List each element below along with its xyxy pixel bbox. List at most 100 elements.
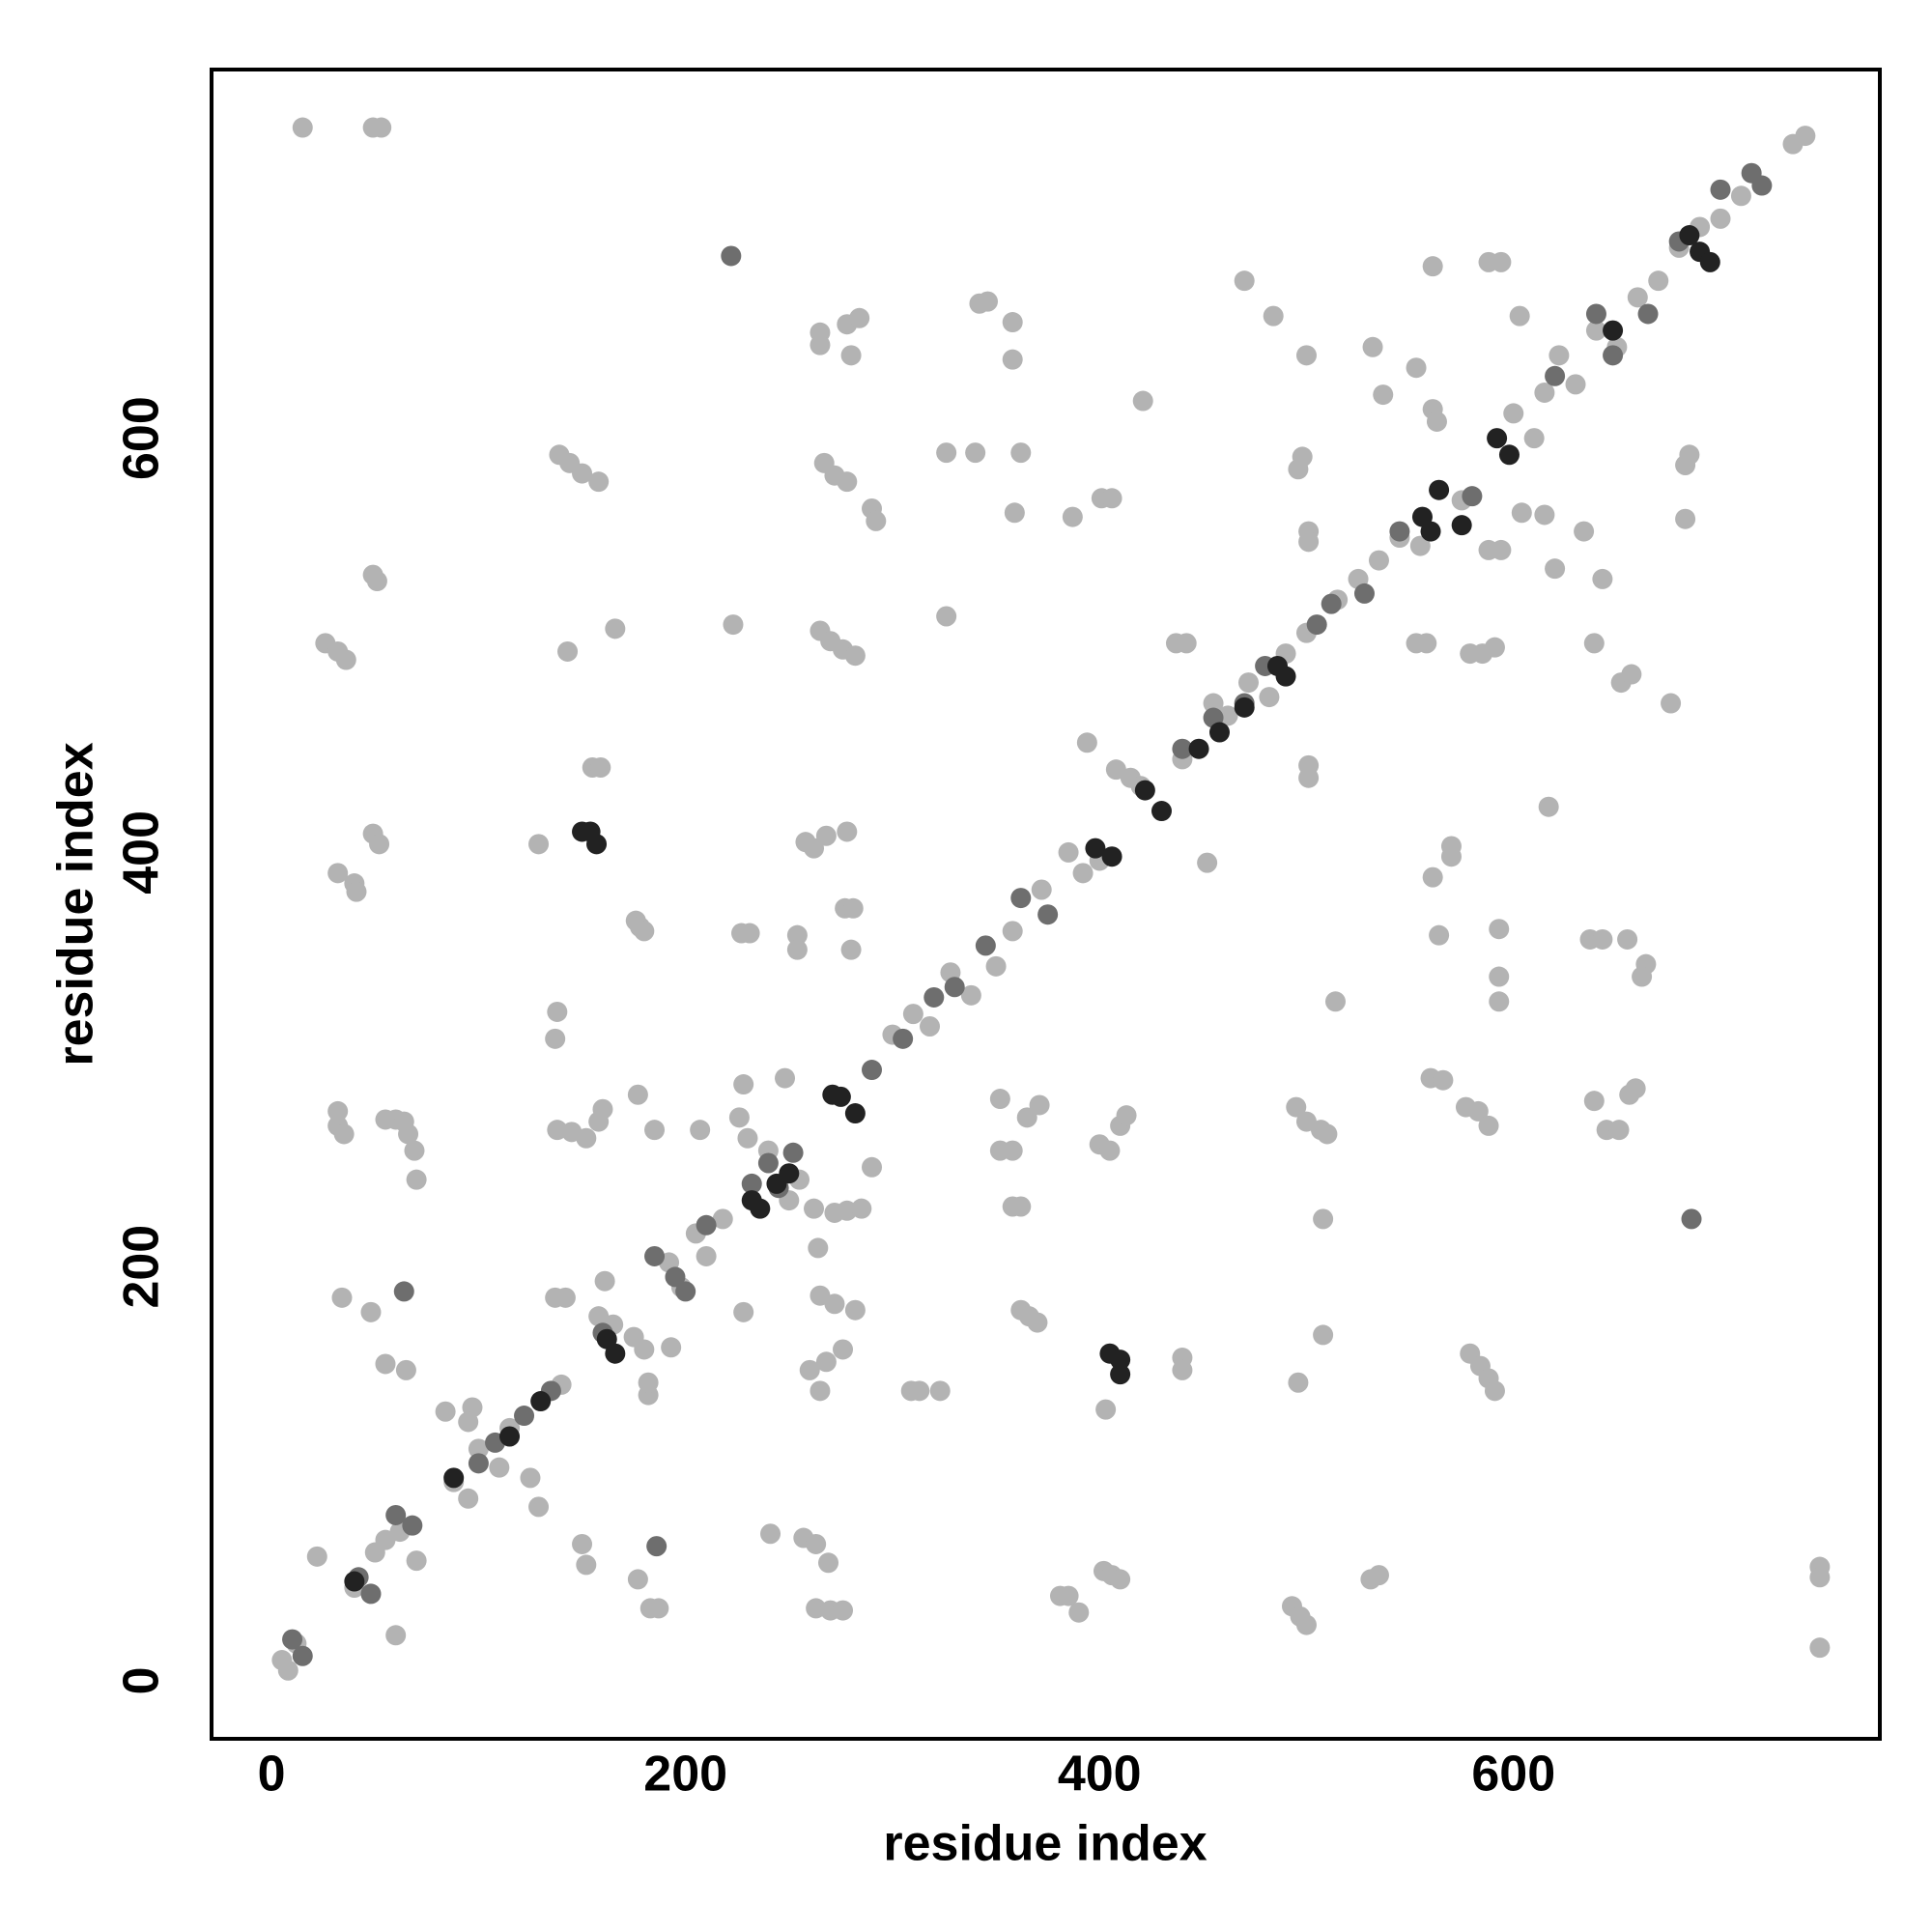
point	[690, 1120, 711, 1141]
point	[1085, 838, 1106, 859]
point	[586, 834, 608, 855]
point	[547, 1001, 568, 1022]
point	[1503, 403, 1524, 424]
point	[804, 838, 825, 859]
point	[840, 939, 862, 960]
x-tick-label: 400	[1058, 1747, 1142, 1803]
point	[458, 1411, 479, 1433]
point	[1592, 928, 1613, 950]
point	[576, 1127, 597, 1149]
x-axis-label: residue index	[883, 1816, 1207, 1872]
point	[402, 1515, 423, 1536]
point	[1002, 1140, 1023, 1161]
point	[844, 1299, 866, 1321]
point	[1585, 320, 1606, 341]
point	[1462, 486, 1483, 507]
point	[468, 1438, 489, 1460]
y-tick-label: 200	[114, 1225, 170, 1309]
point	[1110, 1364, 1131, 1385]
point	[1002, 349, 1023, 370]
point	[923, 986, 945, 1008]
point	[406, 1169, 427, 1190]
point	[1675, 454, 1696, 475]
point	[936, 442, 957, 464]
point	[1574, 521, 1595, 542]
point	[634, 921, 655, 942]
point	[1151, 801, 1172, 822]
point	[830, 1086, 851, 1107]
point	[499, 1426, 521, 1447]
point	[385, 1625, 407, 1646]
point	[1313, 1324, 1334, 1346]
point	[435, 1401, 456, 1422]
point	[824, 1293, 845, 1315]
point	[528, 1496, 550, 1518]
y-tick-label: 600	[114, 396, 170, 480]
point	[385, 1504, 407, 1525]
point	[1637, 303, 1659, 325]
point	[1406, 357, 1427, 379]
point	[1368, 550, 1389, 571]
point	[572, 463, 593, 484]
point	[489, 1457, 510, 1478]
point	[1298, 767, 1320, 788]
point	[808, 1237, 829, 1259]
point	[638, 1372, 659, 1393]
point	[1548, 345, 1570, 366]
point	[1321, 593, 1342, 614]
point	[1058, 1585, 1079, 1606]
point	[1545, 365, 1566, 386]
point	[644, 1245, 666, 1266]
point	[335, 649, 356, 670]
x-tick-label: 0	[258, 1747, 286, 1803]
point	[1317, 1123, 1338, 1145]
point	[1583, 633, 1605, 654]
point	[1681, 1208, 1702, 1230]
point	[1002, 312, 1023, 333]
point	[1608, 1120, 1630, 1141]
point	[1699, 251, 1720, 272]
point	[1730, 185, 1751, 207]
point	[554, 1287, 576, 1308]
point	[443, 1467, 465, 1489]
point	[644, 1120, 666, 1141]
y-tick-label: 0	[114, 1667, 170, 1695]
point	[909, 1380, 930, 1402]
point	[627, 1084, 648, 1105]
point	[786, 939, 808, 960]
point	[810, 334, 831, 355]
point	[277, 1660, 298, 1681]
point	[837, 821, 858, 842]
point	[594, 1270, 615, 1292]
point	[1484, 637, 1505, 658]
point	[1795, 126, 1816, 147]
point	[733, 1301, 754, 1322]
point	[1429, 479, 1450, 500]
point	[893, 1028, 914, 1049]
point	[804, 1198, 825, 1219]
point	[849, 307, 870, 328]
point	[1324, 991, 1346, 1012]
point	[1031, 879, 1052, 900]
point	[1632, 966, 1653, 987]
point	[1099, 1140, 1121, 1161]
point	[634, 1339, 655, 1360]
point	[866, 510, 887, 531]
x-tick-label: 600	[1471, 1747, 1555, 1803]
point	[1295, 345, 1317, 366]
point	[1467, 1100, 1489, 1122]
point	[985, 955, 1007, 977]
point	[1353, 582, 1375, 604]
point	[520, 1467, 541, 1489]
point	[1203, 693, 1224, 714]
point	[760, 1523, 781, 1545]
point	[1661, 693, 1682, 714]
point	[1489, 966, 1510, 987]
point	[1197, 852, 1218, 873]
point	[360, 1583, 382, 1605]
point	[712, 1208, 733, 1230]
point	[1534, 382, 1555, 403]
point	[468, 1453, 489, 1474]
point	[1603, 320, 1624, 341]
